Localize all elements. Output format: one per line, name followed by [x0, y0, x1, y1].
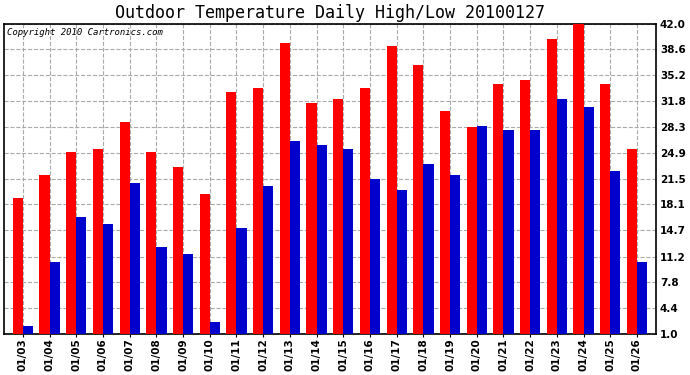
Bar [359, 88, 370, 334]
Bar [343, 148, 353, 334]
Bar [279, 43, 290, 334]
Bar [440, 111, 450, 334]
Bar [237, 228, 246, 334]
Bar [93, 148, 103, 334]
Bar [146, 152, 157, 334]
Bar [413, 65, 424, 334]
Bar [600, 84, 610, 334]
Bar [450, 175, 460, 334]
Bar [504, 130, 513, 334]
Bar [119, 122, 130, 334]
Bar [520, 81, 530, 334]
Bar [370, 179, 380, 334]
Bar [103, 224, 113, 334]
Bar [557, 99, 567, 334]
Bar [466, 128, 477, 334]
Title: Outdoor Temperature Daily High/Low 20100127: Outdoor Temperature Daily High/Low 20100… [115, 4, 545, 22]
Bar [39, 175, 50, 334]
Bar [317, 145, 326, 334]
Bar [173, 167, 183, 334]
Bar [397, 190, 407, 334]
Bar [530, 130, 540, 334]
Bar [477, 126, 487, 334]
Bar [130, 183, 140, 334]
Bar [199, 194, 210, 334]
Bar [627, 148, 637, 334]
Bar [546, 39, 557, 334]
Bar [66, 152, 77, 334]
Bar [23, 326, 33, 334]
Bar [12, 198, 23, 334]
Bar [386, 46, 397, 334]
Bar [493, 84, 504, 334]
Bar [253, 88, 263, 334]
Bar [226, 92, 237, 334]
Bar [77, 217, 86, 334]
Bar [157, 247, 166, 334]
Text: Copyright 2010 Cartronics.com: Copyright 2010 Cartronics.com [8, 28, 164, 38]
Bar [306, 103, 317, 334]
Bar [263, 186, 273, 334]
Bar [584, 107, 593, 334]
Bar [610, 171, 620, 334]
Bar [637, 262, 647, 334]
Bar [573, 20, 584, 334]
Bar [50, 262, 60, 334]
Bar [210, 322, 220, 334]
Bar [290, 141, 300, 334]
Bar [424, 164, 433, 334]
Bar [183, 254, 193, 334]
Bar [333, 99, 343, 334]
